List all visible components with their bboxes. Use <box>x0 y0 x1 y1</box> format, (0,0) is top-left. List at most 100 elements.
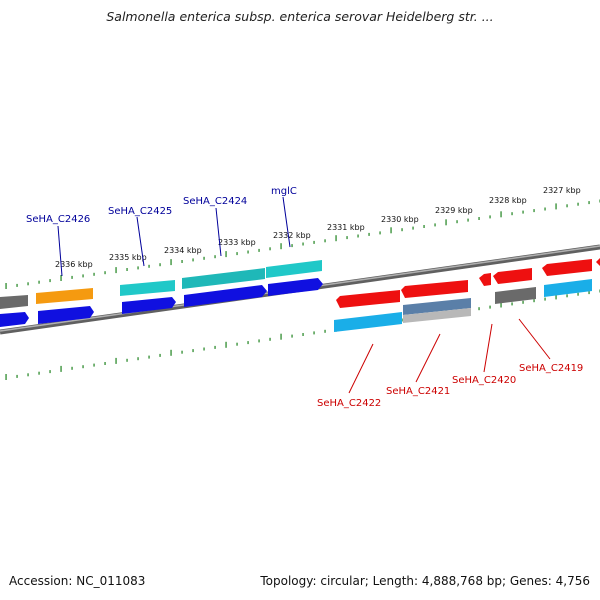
minor-tick <box>181 260 183 263</box>
gene-arrow[interactable] <box>268 278 323 296</box>
major-tick <box>5 283 7 289</box>
minor-tick <box>269 247 271 251</box>
minor-tick <box>291 334 293 338</box>
gene-arrow[interactable] <box>596 258 600 266</box>
gene-arrow[interactable] <box>495 287 536 304</box>
minor-tick <box>214 345 216 349</box>
minor-tick <box>511 212 513 216</box>
major-tick <box>225 341 227 348</box>
gene-arrow[interactable] <box>0 295 28 309</box>
gene-arrow[interactable] <box>182 268 265 289</box>
minor-tick <box>577 292 579 296</box>
minor-tick <box>302 242 304 246</box>
major-tick <box>500 211 502 218</box>
major-tick <box>445 219 447 226</box>
accession-text: Accession: NC_011083 <box>9 574 146 588</box>
minor-tick <box>258 248 260 252</box>
minor-tick <box>467 218 469 222</box>
gene-arrow[interactable] <box>0 312 29 327</box>
minor-tick <box>247 341 249 345</box>
minor-tick <box>357 234 359 238</box>
tick-label-2330: 2330 kbp <box>381 215 419 224</box>
gene-arrow[interactable] <box>184 285 267 307</box>
minor-tick <box>16 374 18 378</box>
tick-label-2331: 2331 kbp <box>327 223 365 232</box>
minor-tick <box>148 264 150 268</box>
reverse-gene-labels: SeHA_C2422 SeHA_C2421 SeHA_C2420 SeHA_C2… <box>317 318 583 409</box>
minor-tick <box>577 202 579 206</box>
minor-tick <box>533 299 535 303</box>
gene-arrow[interactable] <box>120 280 175 296</box>
gene-arrow[interactable] <box>122 297 176 314</box>
minor-tick <box>313 331 315 335</box>
gene-arrow[interactable] <box>401 280 468 298</box>
gene-label-sehac2424: SeHA_C2424 <box>183 196 247 207</box>
minor-tick <box>159 263 161 267</box>
major-tick <box>555 203 557 210</box>
tick-label-2329: 2329 kbp <box>435 206 473 215</box>
forward-gene-labels: SeHA_C2426 SeHA_C2425 SeHA_C2424 mglC <box>26 186 297 277</box>
gene-label-sehac2422: SeHA_C2422 <box>317 398 381 409</box>
genome-stats-text: Topology: circular; Length: 4,888,768 bp… <box>260 574 590 588</box>
major-tick <box>115 267 117 274</box>
minor-tick <box>423 225 425 228</box>
gene-label-sehac2425: SeHA_C2425 <box>108 206 172 217</box>
gene-arrow[interactable] <box>479 273 491 286</box>
gene-arrow[interactable] <box>403 298 471 315</box>
minor-tick <box>104 362 106 365</box>
minor-tick <box>401 228 403 232</box>
minor-tick <box>324 239 326 243</box>
minor-tick <box>478 307 480 311</box>
major-tick <box>280 243 282 250</box>
reverse-strand-genes <box>334 258 600 332</box>
minor-tick <box>148 355 150 359</box>
gene-arrow[interactable] <box>542 259 592 276</box>
minor-tick <box>137 266 139 270</box>
minor-tick <box>71 366 73 370</box>
gene-arrow[interactable] <box>36 288 93 304</box>
minor-tick <box>214 255 216 259</box>
minor-tick <box>544 207 546 211</box>
gene-arrow[interactable] <box>266 260 322 278</box>
minor-tick <box>82 274 84 278</box>
minor-tick <box>566 204 568 208</box>
minor-tick <box>434 223 436 227</box>
tick-label-2328: 2328 kbp <box>489 196 527 205</box>
minor-tick <box>38 280 40 284</box>
minor-tick <box>49 370 51 374</box>
gene-arrow[interactable] <box>336 290 400 308</box>
minor-tick <box>588 291 590 295</box>
minor-tick <box>38 371 40 375</box>
minor-tick <box>412 226 414 230</box>
minor-tick <box>401 318 403 322</box>
minor-tick <box>489 305 491 309</box>
major-tick <box>170 259 172 266</box>
gene-label-sehac2426: SeHA_C2426 <box>26 214 90 225</box>
tick-label-2334: 2334 kbp <box>164 246 202 255</box>
major-tick <box>60 275 62 281</box>
gene-arrow[interactable] <box>334 312 402 332</box>
tick-label-2332: 2332 kbp <box>273 231 311 240</box>
minor-tick <box>324 329 326 333</box>
page-title: Salmonella enterica subsp. enterica sero… <box>106 9 494 24</box>
gene-arrow[interactable] <box>493 268 532 284</box>
forward-strand-genes <box>0 260 323 327</box>
gene-arrow[interactable] <box>403 308 471 323</box>
minor-tick <box>258 339 260 343</box>
minor-tick <box>126 268 128 271</box>
major-tick <box>335 235 337 242</box>
minor-tick <box>27 282 29 286</box>
minor-tick <box>49 279 51 283</box>
major-tick <box>390 227 392 234</box>
gene-arrow[interactable] <box>38 306 94 324</box>
gene-arrow[interactable] <box>544 279 592 297</box>
minor-tick <box>522 300 524 304</box>
minor-tick <box>104 271 106 275</box>
minor-tick <box>566 294 568 298</box>
tick-label-2327: 2327 kbp <box>543 186 581 195</box>
major-tick <box>225 251 227 258</box>
minor-tick <box>588 201 590 205</box>
minor-tick <box>16 283 18 287</box>
minor-tick <box>511 302 513 306</box>
